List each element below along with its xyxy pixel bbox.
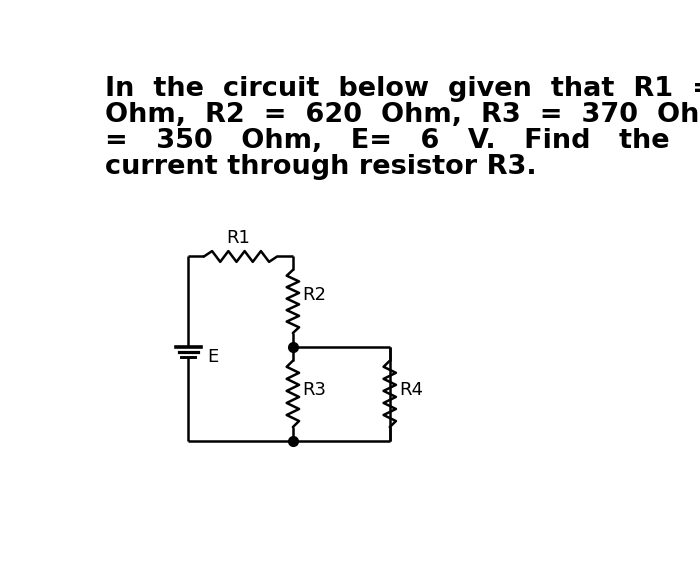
Text: E: E <box>207 347 218 365</box>
Text: R3: R3 <box>302 381 326 399</box>
Text: R4: R4 <box>399 381 423 399</box>
Text: =   350   Ohm,   E=   6   V.   Find   the: = 350 Ohm, E= 6 V. Find the <box>104 128 669 154</box>
Text: R1: R1 <box>227 229 251 247</box>
Text: In  the  circuit  below  given  that  R1  =  660: In the circuit below given that R1 = 660 <box>104 76 700 102</box>
Text: Ohm,  R2  =  620  Ohm,  R3  =  370  Ohm,  R4: Ohm, R2 = 620 Ohm, R3 = 370 Ohm, R4 <box>104 102 700 128</box>
Text: current through resistor R3.: current through resistor R3. <box>104 154 536 180</box>
Text: R2: R2 <box>302 286 326 305</box>
